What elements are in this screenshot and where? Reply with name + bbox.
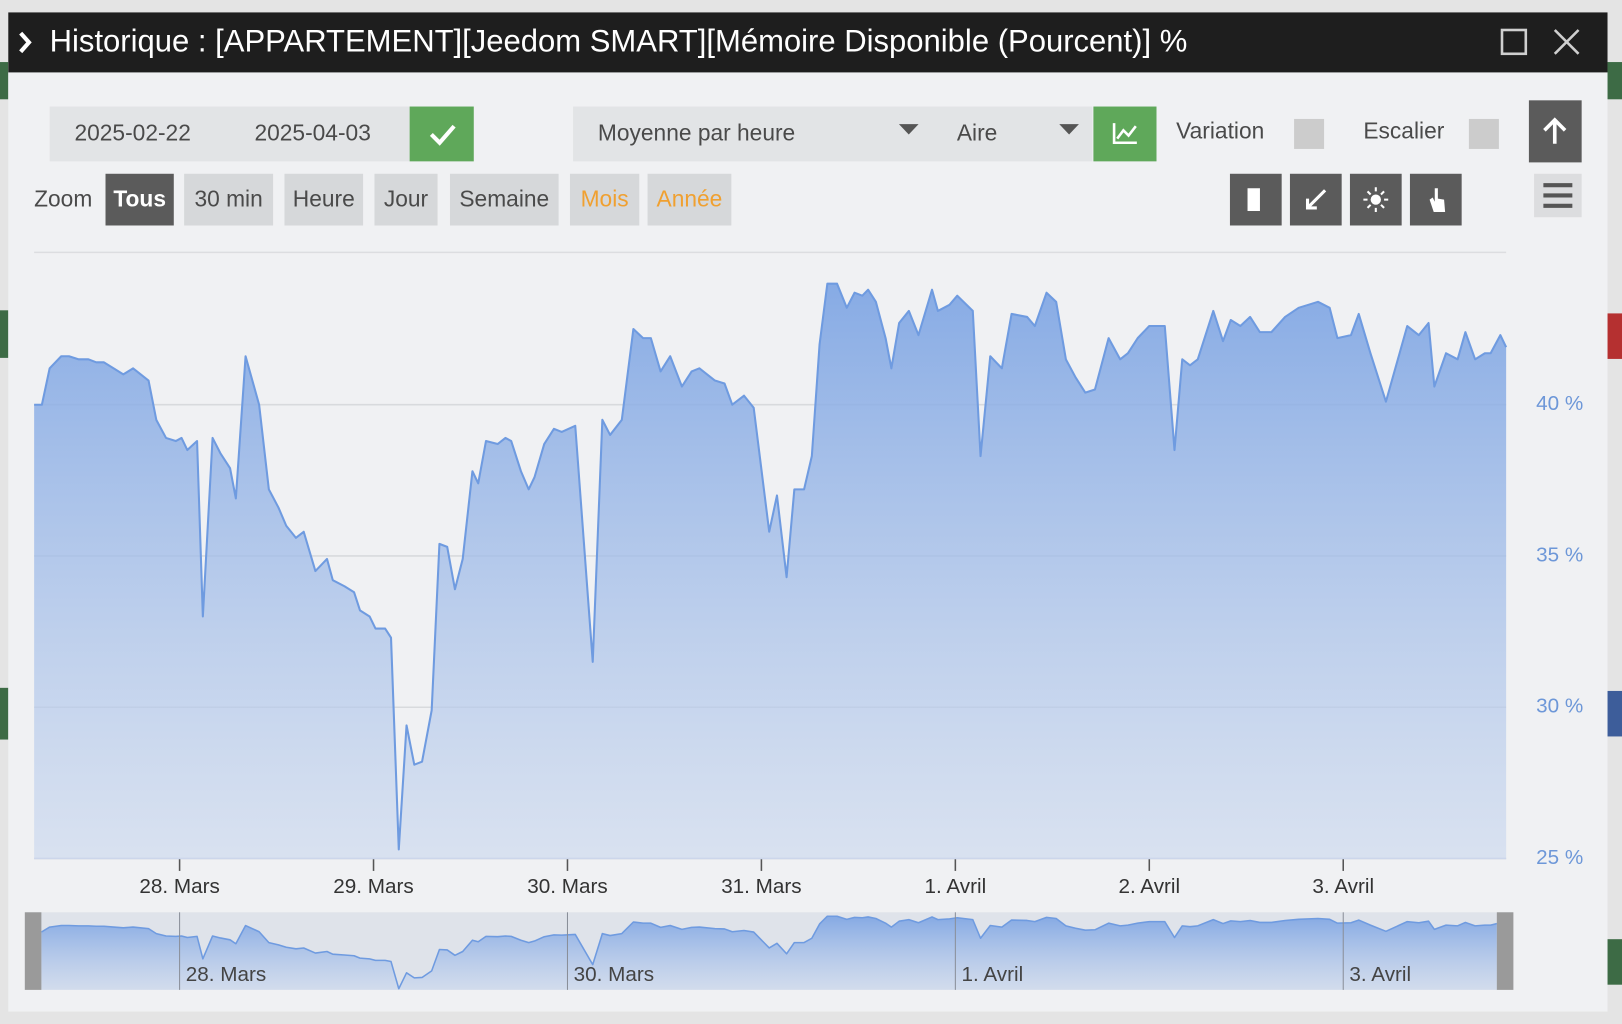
navigator-tick-label: 3. Avril <box>1349 963 1411 986</box>
x-tick-label: 31. Mars <box>721 875 801 898</box>
navigator-content: 28. Mars 30. Mars 1. Avril 3. Avril <box>41 912 1497 990</box>
arrow-up-icon <box>1543 117 1567 144</box>
background-stub <box>0 687 9 740</box>
x-tick-label: 1. Avril <box>925 875 987 898</box>
window-title: Historique : [APPARTEMENT][Jeedom SMART]… <box>50 24 1188 59</box>
series-area <box>34 283 1507 859</box>
compare-button[interactable] <box>1093 106 1157 162</box>
navigator-series <box>41 915 1497 990</box>
background-stub <box>1607 313 1622 359</box>
style-select[interactable]: Aire <box>957 119 997 145</box>
stairs-label: Escalier <box>1363 117 1444 143</box>
zoom-button-label: Année <box>657 186 723 212</box>
zoom-button-label: Tous <box>113 186 166 212</box>
zoom-button[interactable] <box>184 173 274 226</box>
start-date[interactable]: 2025-02-22 <box>74 119 190 145</box>
zoom-button-label: 30 min <box>194 186 262 212</box>
navigator-tick-label: 28. Mars <box>186 963 266 986</box>
close-button[interactable] <box>1553 29 1580 55</box>
y-tick-label: 40 % <box>1536 392 1583 415</box>
select-caret <box>898 124 919 135</box>
background-stub <box>0 62 9 100</box>
validate-button[interactable] <box>409 106 474 162</box>
x-tick-label: 2. Avril <box>1118 875 1180 898</box>
zoom-button-label: Jour <box>384 186 429 212</box>
navigator-handle[interactable] <box>24 912 42 990</box>
title-bar <box>8 12 1608 73</box>
zoom-button[interactable] <box>374 173 438 226</box>
zoom-button[interactable] <box>449 173 559 226</box>
x-tick-label: 30. Mars <box>527 875 607 898</box>
light-icon <box>1370 194 1381 205</box>
aggregation-select[interactable]: Moyenne par heure <box>598 119 795 145</box>
zoom-button-label: Mois <box>581 186 629 212</box>
y-tick-label: 30 % <box>1536 695 1583 718</box>
select-group <box>573 106 1093 162</box>
y-tick-label: 35 % <box>1536 543 1583 566</box>
hand-icon <box>1429 188 1446 213</box>
zoom-buttons: Tous 30 min Heure Jour Semaine Mois Année <box>105 173 732 226</box>
background-stub <box>0 310 9 358</box>
menu-icon <box>1543 183 1573 208</box>
zoom-button[interactable] <box>105 173 174 226</box>
background-stub <box>1607 690 1622 737</box>
select-caret <box>1059 124 1079 135</box>
stairs-checkbox[interactable] <box>1468 118 1499 149</box>
navigator-line <box>41 915 1497 990</box>
shrink-icon <box>1305 189 1327 210</box>
light-rays <box>1363 187 1389 213</box>
navigator-tick-label: 30. Mars <box>574 963 654 986</box>
zoom-label: Zoom <box>34 186 92 212</box>
zoom-button-label: Semaine <box>459 186 549 212</box>
maximize-button[interactable] <box>1500 28 1528 56</box>
series-line <box>34 282 1508 851</box>
x-tick-label: 3. Avril <box>1312 875 1374 898</box>
zoom-button[interactable] <box>647 173 732 226</box>
navigator-tick-label: 1. Avril <box>962 963 1024 986</box>
zoom-button[interactable] <box>569 173 640 226</box>
collapse-icon[interactable] <box>19 31 32 54</box>
variation-checkbox[interactable] <box>1294 118 1325 149</box>
chart-icon <box>1112 123 1137 145</box>
navigator-handle[interactable] <box>1496 912 1514 990</box>
check-icon <box>429 124 456 146</box>
zoom-button-label: Heure <box>293 186 355 212</box>
x-tick-label: 29. Mars <box>333 875 413 898</box>
navigator-area <box>41 916 1497 990</box>
background-stub <box>1607 939 1622 985</box>
background-stub <box>1607 62 1622 100</box>
y-tick-label: 25 % <box>1536 846 1583 869</box>
zoom-button[interactable] <box>284 173 364 226</box>
end-date[interactable]: 2025-04-03 <box>254 119 370 145</box>
x-tick-label: 28. Mars <box>139 875 219 898</box>
variation-label: Variation <box>1176 117 1264 143</box>
ruler-icon <box>1247 188 1260 212</box>
date-range <box>49 106 410 162</box>
plot: 25 % 30 % 35 % 40 % 28. Mars 29. Mars 30. Mars… <box>34 282 1583 898</box>
